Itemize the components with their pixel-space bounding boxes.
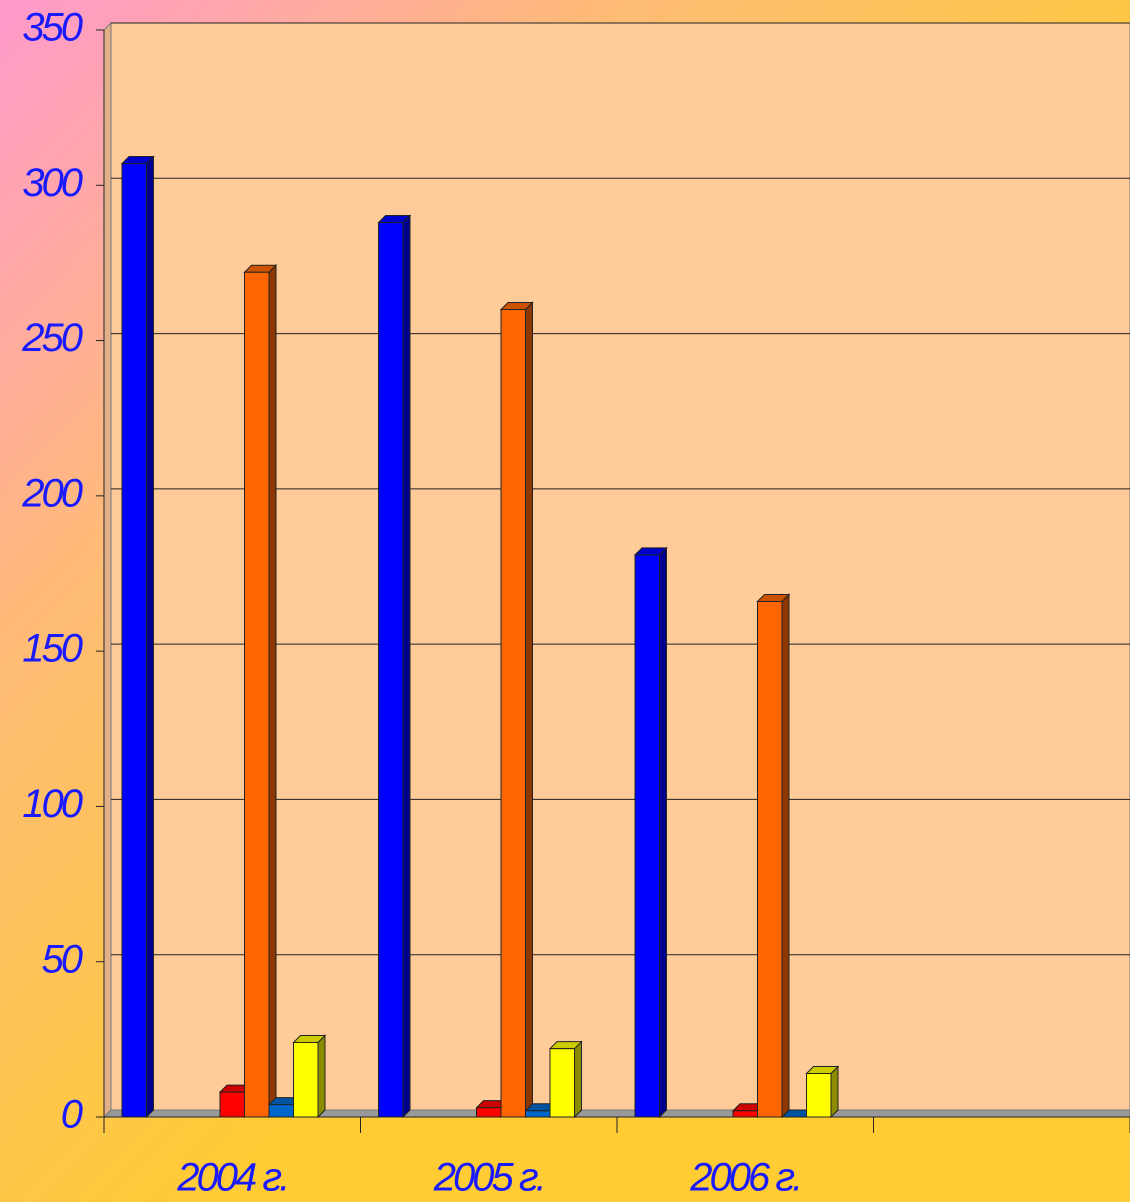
bar-side (659, 546, 667, 1119)
x-tick-label: 2004 г. (176, 1156, 287, 1200)
y-tick-label: 150 (22, 627, 82, 671)
bar (806, 1073, 832, 1118)
plot-area (110, 22, 1130, 1111)
y-tick-label: 0 (61, 1093, 83, 1137)
bar-side (268, 264, 277, 1119)
bar-side (525, 301, 533, 1119)
bar (732, 1110, 758, 1118)
bar (500, 309, 526, 1118)
bar (293, 1041, 319, 1118)
bar-side (830, 1065, 839, 1119)
y-tick-label: 250 (21, 316, 82, 360)
bar-side (781, 593, 790, 1119)
bar (244, 271, 270, 1118)
bar (525, 1110, 551, 1118)
bar (378, 222, 404, 1118)
y-tick-label: 100 (22, 782, 82, 826)
bar-side (317, 1034, 326, 1119)
side-wall (103, 21, 112, 1119)
bar (757, 600, 783, 1118)
y-tick-label: 300 (22, 161, 82, 205)
x-tick-label: 2006 г. (689, 1156, 800, 1200)
x-tick-label: 2005 г. (433, 1156, 544, 1200)
bar-side (574, 1040, 582, 1119)
y-tick-label: 200 (21, 471, 82, 515)
bar (268, 1104, 294, 1118)
bar (634, 554, 660, 1118)
bar (549, 1048, 575, 1118)
bar (121, 163, 147, 1118)
bar (219, 1091, 245, 1118)
y-tick-label: 50 (42, 937, 83, 981)
y-tick-label: 350 (22, 6, 82, 50)
bar-side (146, 155, 154, 1119)
bar-side (402, 214, 411, 1119)
bar (476, 1107, 502, 1118)
